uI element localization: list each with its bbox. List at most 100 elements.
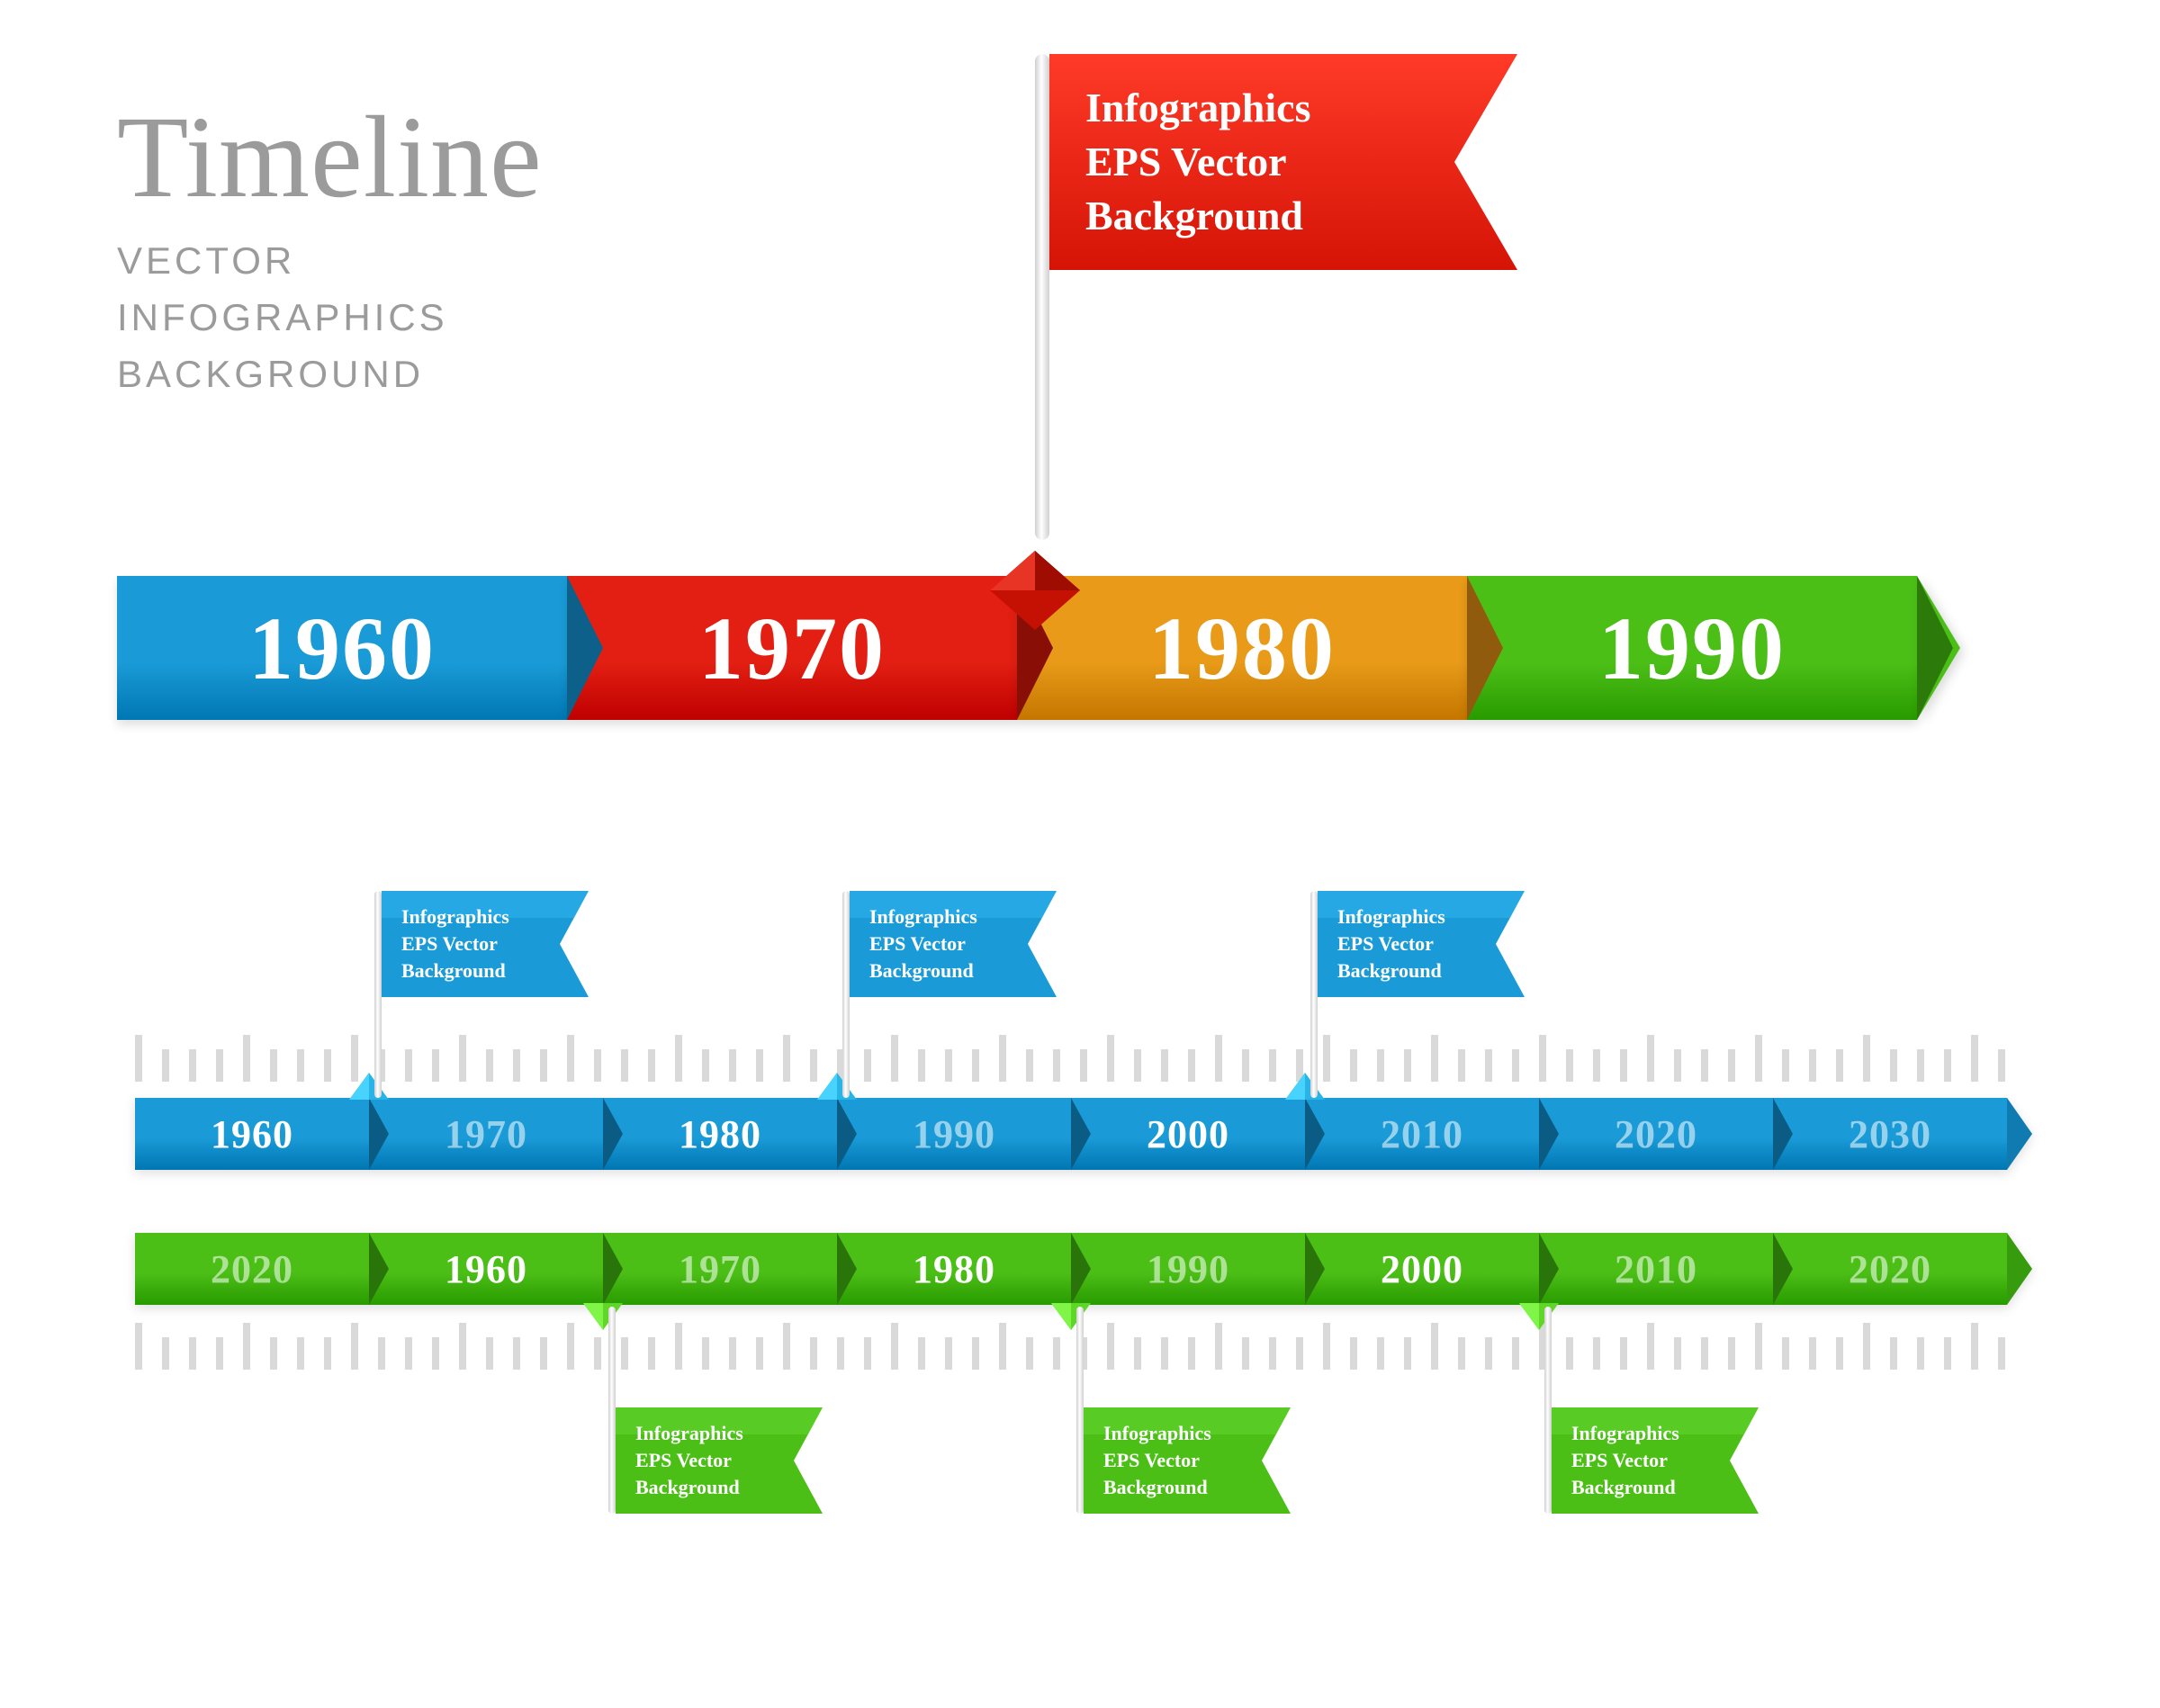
ruler-tick: [1782, 1337, 1789, 1370]
chevron-icon: [1467, 576, 1503, 720]
main-seg-1990: 1990: [1467, 576, 1917, 720]
ruler-tick: [1971, 1323, 1978, 1370]
seg-1990: 1990: [1071, 1233, 1305, 1305]
ruler-tick: [783, 1035, 790, 1082]
chevron-icon: [1773, 1233, 1793, 1305]
ruler-tick: [1323, 1323, 1330, 1370]
ruler-tick: [432, 1337, 439, 1370]
ruler-tick: [1350, 1337, 1357, 1370]
ruler-tick: [1188, 1049, 1195, 1082]
ruler-tick: [297, 1049, 304, 1082]
ruler-tick: [405, 1337, 412, 1370]
ruler-tick: [783, 1323, 790, 1370]
ruler-tick: [189, 1049, 196, 1082]
main-seg-label: 1990: [1598, 597, 1786, 700]
ruler-tick: [1053, 1049, 1060, 1082]
flag-pole: [608, 1307, 616, 1514]
seg-1980: 1980: [603, 1098, 837, 1170]
ruler-tick: [1107, 1035, 1114, 1082]
main-seg-label: 1970: [698, 597, 886, 700]
ruler-tick: [243, 1035, 250, 1082]
chevron-icon: [1539, 1098, 1559, 1170]
seg-2010: 2010: [1305, 1098, 1539, 1170]
timeline-green: 20201960197019801990200020102020: [135, 1233, 2032, 1305]
seg-1990: 1990: [837, 1098, 1071, 1170]
ruler-tick: [918, 1049, 925, 1082]
ruler-tick: [675, 1035, 682, 1082]
ruler-tick: [1431, 1323, 1438, 1370]
ruler-tick: [1404, 1049, 1411, 1082]
ruler-tick: [1917, 1049, 1924, 1082]
ruler-tick: [1836, 1337, 1843, 1370]
chevron-icon: [837, 1233, 857, 1305]
ruler-tick: [1566, 1049, 1573, 1082]
main-seg-1980: 1980: [1017, 576, 1467, 720]
ruler-tick: [1269, 1337, 1276, 1370]
ruler-tick: [243, 1323, 250, 1370]
ruler-tick: [1863, 1323, 1870, 1370]
ruler-tick: [675, 1323, 682, 1370]
ruler-tick: [1620, 1337, 1627, 1370]
ruler-tick: [486, 1337, 493, 1370]
ruler-tick: [1755, 1323, 1762, 1370]
ruler-tick: [378, 1337, 385, 1370]
chevron-icon: [1071, 1233, 1091, 1305]
ruler-tick: [540, 1049, 547, 1082]
flag-banner: InfographicsEPS VectorBackground: [1552, 1407, 1759, 1514]
main-seg-1960: 1960: [117, 576, 567, 720]
arrow-end-icon: [2007, 1098, 2032, 1170]
chevron-icon: [603, 1233, 623, 1305]
marker-notch-icon: [583, 1303, 623, 1330]
flag-text: InfographicsEPS VectorBackground: [401, 903, 509, 984]
ruler-tick: [162, 1049, 169, 1082]
seg-1960: 1960: [135, 1098, 369, 1170]
ruler-tick: [621, 1337, 628, 1370]
ruler-tick: [1728, 1049, 1735, 1082]
seg-label: 1960: [211, 1111, 293, 1157]
chevron-icon: [837, 1098, 857, 1170]
ruler-tick: [297, 1337, 304, 1370]
flag-text: InfographicsEPS VectorBackground: [869, 903, 977, 984]
ruler-tick: [1593, 1049, 1600, 1082]
ruler-tick: [837, 1337, 844, 1370]
seg-label: 1990: [913, 1111, 995, 1157]
ruler-tick: [324, 1337, 331, 1370]
ruler-tick: [189, 1337, 196, 1370]
ruler-tick: [945, 1049, 952, 1082]
ruler-tick: [1620, 1049, 1627, 1082]
seg-2020: 2020: [135, 1233, 369, 1305]
seg-1980: 1980: [837, 1233, 1071, 1305]
ruler-tick: [459, 1035, 466, 1082]
flag-banner: InfographicsEPS VectorBackground: [616, 1407, 823, 1514]
ruler-tick: [891, 1035, 898, 1082]
seg-label: 2010: [1615, 1246, 1697, 1292]
ruler-tick: [594, 1337, 601, 1370]
ruler-tick: [810, 1337, 817, 1370]
ruler-tick: [918, 1337, 925, 1370]
seg-label: 2030: [1849, 1111, 1931, 1157]
seg-2000: 2000: [1305, 1233, 1539, 1305]
ruler-tick: [1107, 1323, 1114, 1370]
ruler-tick: [702, 1337, 709, 1370]
ruler-top: [135, 1035, 2005, 1082]
ruler-tick: [945, 1337, 952, 1370]
seg-2030: 2030: [1773, 1098, 2007, 1170]
flag-pole: [374, 891, 382, 1098]
ruler-tick: [1485, 1049, 1492, 1082]
seg-label: 2020: [211, 1246, 293, 1292]
flag-pole: [842, 891, 850, 1098]
ruler-tick: [1512, 1337, 1519, 1370]
ruler-tick: [999, 1035, 1006, 1082]
ruler-tick: [1134, 1049, 1141, 1082]
flag-text: InfographicsEPS VectorBackground: [1337, 903, 1445, 984]
ruler-tick: [972, 1049, 979, 1082]
ruler-tick: [1728, 1337, 1735, 1370]
seg-label: 2000: [1147, 1111, 1229, 1157]
seg-label: 2010: [1381, 1111, 1463, 1157]
ruler-tick: [1593, 1337, 1600, 1370]
seg-label: 1980: [679, 1111, 761, 1157]
chevron-icon: [1071, 1098, 1091, 1170]
ruler-tick: [1080, 1049, 1087, 1082]
ruler-tick: [513, 1337, 520, 1370]
chevron-icon: [369, 1233, 389, 1305]
